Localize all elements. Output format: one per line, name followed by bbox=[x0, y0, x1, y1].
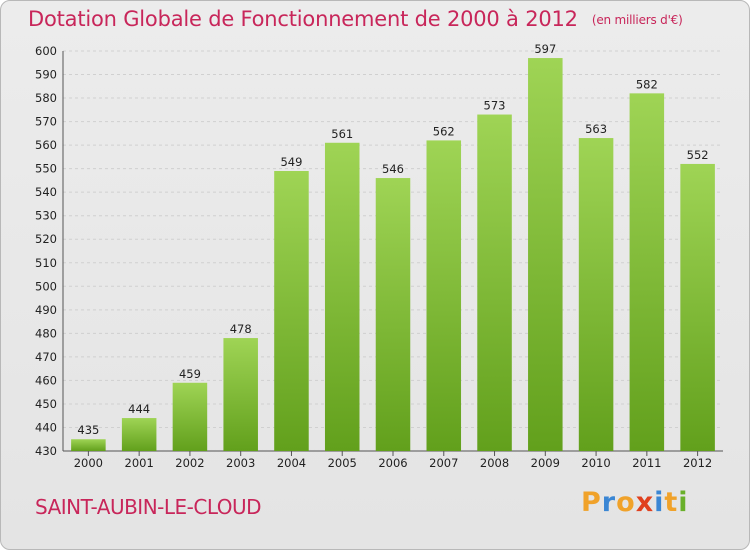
logo-letter: r bbox=[601, 487, 617, 518]
y-tick-label: 470 bbox=[35, 350, 57, 364]
y-tick-label: 570 bbox=[35, 115, 57, 129]
y-tick-label: 480 bbox=[35, 326, 57, 340]
data-label: 435 bbox=[77, 423, 99, 437]
x-tick-label: 2004 bbox=[277, 456, 306, 470]
x-tick-label: 2001 bbox=[125, 456, 154, 470]
chart-unit: (en milliers d'€) bbox=[591, 13, 683, 27]
logo-letter: x bbox=[635, 487, 655, 518]
bar bbox=[629, 93, 665, 452]
bar bbox=[375, 178, 411, 451]
y-tick-label: 540 bbox=[35, 185, 57, 199]
y-tick-label: 500 bbox=[35, 279, 57, 293]
x-tick-label: 2007 bbox=[429, 456, 458, 470]
data-label: 563 bbox=[585, 122, 607, 136]
data-label: 444 bbox=[128, 402, 150, 416]
data-label: 597 bbox=[534, 42, 556, 56]
proxiti-logo[interactable]: Proxiti bbox=[581, 487, 689, 518]
x-tick-label: 2011 bbox=[632, 456, 661, 470]
data-label: 546 bbox=[382, 162, 404, 176]
chart-title-text: Dotation Globale de Fonctionnement de 20… bbox=[28, 7, 578, 31]
data-labels: 435 444 459 478 549 561 546 562 573 597 563 582 552 bbox=[77, 42, 708, 437]
y-tick-label: 530 bbox=[35, 209, 57, 223]
data-label: 459 bbox=[179, 367, 201, 381]
y-tick-label: 550 bbox=[35, 162, 57, 176]
data-label: 552 bbox=[687, 148, 709, 162]
data-label: 561 bbox=[331, 127, 353, 141]
logo-letter: i bbox=[654, 487, 665, 518]
y-tick-label: 430 bbox=[35, 444, 57, 458]
bars bbox=[71, 58, 715, 452]
bar bbox=[528, 58, 563, 451]
x-tick-label: 2010 bbox=[581, 456, 610, 470]
bar bbox=[71, 439, 106, 451]
data-label: 478 bbox=[230, 322, 252, 336]
logo-letter: t bbox=[664, 487, 679, 518]
tick-labels: 430 440 450 460 470 480 490 500 510 520 530 540 550 5… bbox=[35, 44, 712, 470]
bar bbox=[477, 114, 512, 451]
bar bbox=[324, 142, 360, 451]
x-tick-label: 2005 bbox=[328, 456, 357, 470]
y-tick-label: 440 bbox=[35, 420, 57, 434]
bar bbox=[172, 382, 208, 451]
logo-letter: P bbox=[581, 487, 602, 518]
y-tick-label: 450 bbox=[35, 397, 57, 411]
x-tick-label: 2000 bbox=[74, 456, 103, 470]
x-tick-label: 2008 bbox=[480, 456, 509, 470]
data-label: 573 bbox=[484, 99, 506, 113]
x-tick-label: 2003 bbox=[226, 456, 255, 470]
x-tick-label: 2012 bbox=[683, 456, 712, 470]
y-tick-label: 600 bbox=[35, 44, 57, 58]
y-tick-label: 460 bbox=[35, 373, 57, 387]
logo-letter: o bbox=[616, 487, 636, 518]
x-tick-label: 2009 bbox=[531, 456, 560, 470]
x-tick-label: 2006 bbox=[378, 456, 407, 470]
chart-title: Dotation Globale de Fonctionnement de 20… bbox=[28, 7, 683, 31]
y-tick-label: 520 bbox=[35, 232, 57, 246]
bar bbox=[578, 138, 614, 451]
bar bbox=[223, 338, 258, 451]
y-tick-label: 490 bbox=[35, 303, 57, 317]
data-label: 562 bbox=[433, 124, 455, 138]
y-tick-label: 580 bbox=[35, 91, 57, 105]
bar bbox=[121, 418, 157, 451]
x-tick-label: 2002 bbox=[175, 456, 204, 470]
data-label: 549 bbox=[280, 155, 302, 169]
bar bbox=[680, 163, 715, 452]
y-tick-label: 510 bbox=[35, 256, 57, 270]
bar bbox=[426, 140, 462, 452]
y-tick-label: 560 bbox=[35, 138, 57, 152]
logo-letter: i bbox=[678, 487, 689, 518]
bar bbox=[274, 171, 309, 451]
y-tick-label: 590 bbox=[35, 68, 57, 82]
data-label: 582 bbox=[636, 77, 658, 91]
town-name: SAINT-AUBIN-LE-CLOUD bbox=[35, 495, 262, 519]
